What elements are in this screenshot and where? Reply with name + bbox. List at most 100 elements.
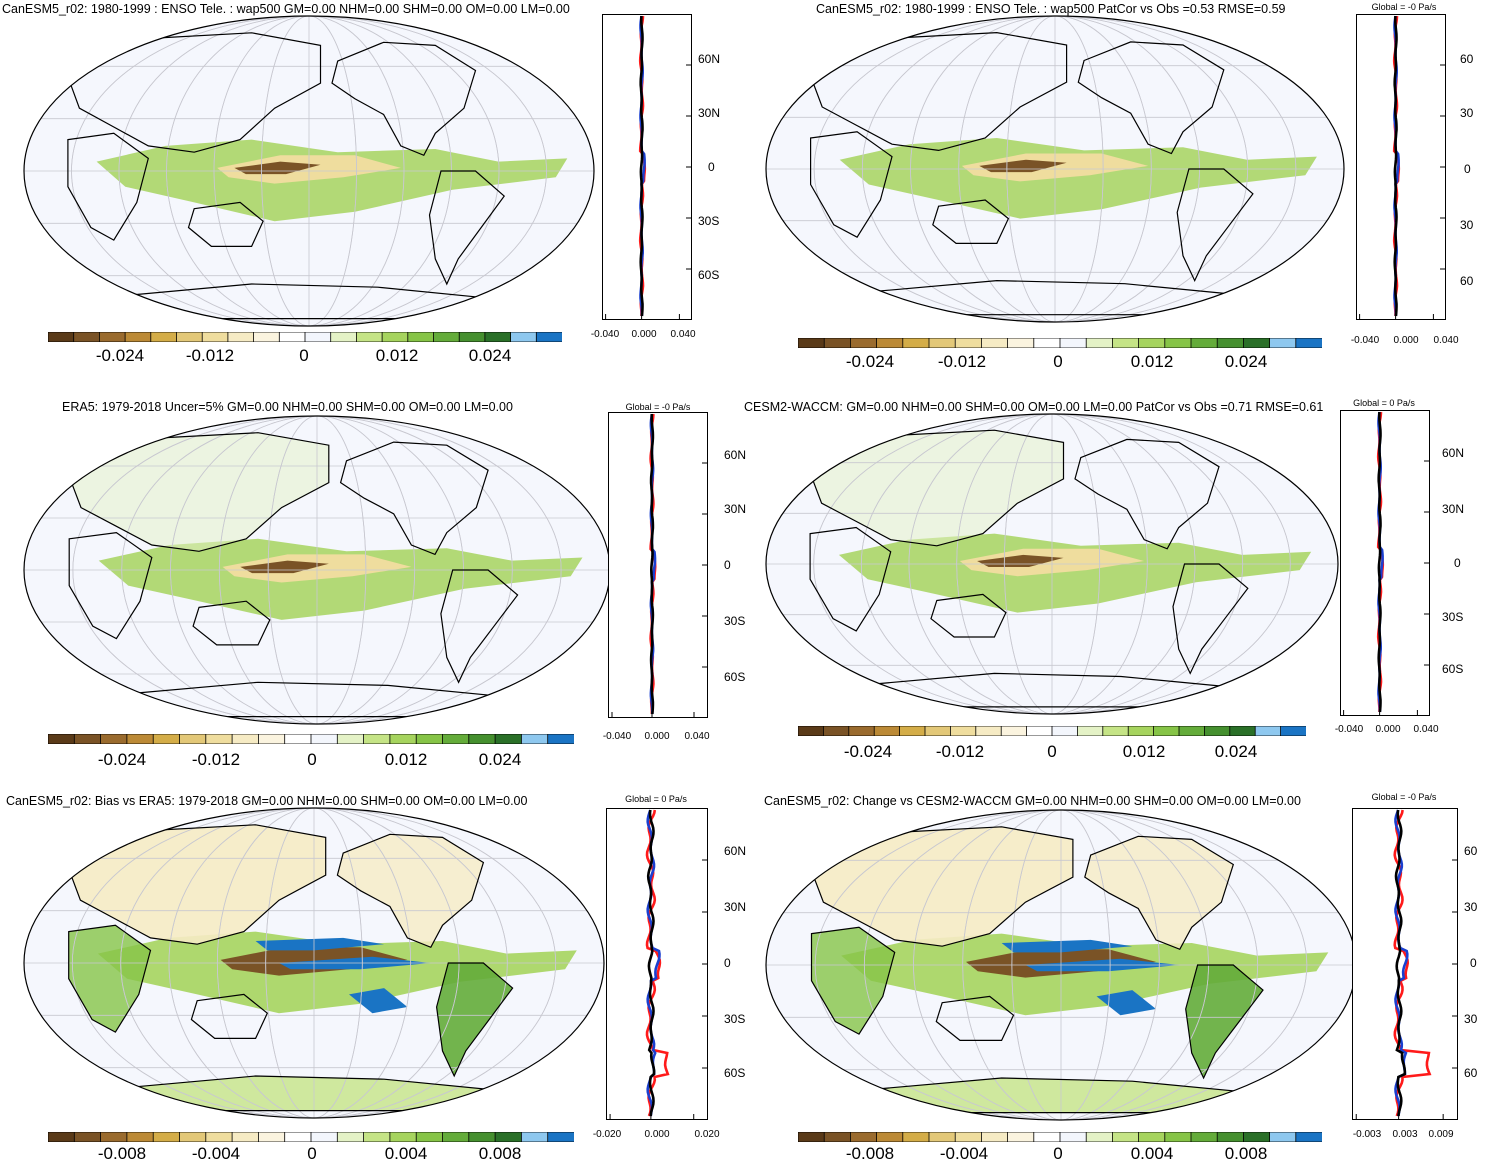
coastline [1077, 41, 1225, 155]
graticule-lon [71, 16, 547, 326]
field-region [810, 430, 1064, 546]
colorbar-swatch [48, 1132, 76, 1142]
colorbar-swatch [850, 338, 878, 348]
world-map [23, 415, 611, 725]
zonal-mean-plot [1340, 410, 1430, 716]
colorbar-swatch [1085, 1132, 1114, 1142]
lat-label: 0 [1470, 956, 1477, 970]
field-region [68, 824, 326, 945]
x-tick-label: 0.000 [644, 731, 670, 742]
panel-title: CanESM5_r02: Change vs CESM2-WACCM GM=0.… [764, 794, 1301, 808]
lat-label: 30 [1460, 106, 1474, 120]
coastline [67, 132, 149, 241]
coastline [810, 826, 1074, 947]
colorbar-swatch [336, 734, 365, 744]
colorbar-swatch [928, 1132, 957, 1142]
zonal-mean-plot [606, 808, 708, 1120]
world-map [23, 807, 605, 1119]
colorbar-swatch [407, 332, 435, 342]
colorbar-swatch [433, 332, 461, 342]
zonal-frame [1340, 410, 1430, 716]
field-region [811, 927, 895, 1035]
zonal-line-global [639, 15, 644, 317]
colorbar-swatch [1190, 338, 1219, 348]
coastline [809, 526, 892, 632]
colorbar-swatch [535, 332, 562, 342]
colorbar-swatch [1059, 338, 1088, 348]
colorbar-swatch [822, 726, 850, 736]
colorbar-swatch [1085, 338, 1114, 348]
colorbar-swatch [205, 1132, 234, 1142]
colorbar-swatch [205, 734, 234, 744]
colorbar-label: -0.012 [191, 750, 241, 769]
colorbar-swatch [1229, 726, 1257, 736]
panel-title: CanESM5_r02: 1980-1999 : ENSO Tele. : wa… [816, 2, 1286, 16]
colorbar-swatch [1007, 338, 1035, 348]
field-region [69, 432, 329, 552]
colorbar-swatch [1280, 726, 1306, 736]
colorbar-swatch [1111, 338, 1140, 348]
x-tick-label: 0.009 [1428, 1129, 1454, 1140]
graticule-lon [956, 414, 1148, 714]
colorbar-swatch [48, 734, 76, 744]
coastline [810, 926, 896, 1035]
colorbar-label: -0.012 [935, 742, 985, 761]
colorbar-swatch [1295, 338, 1322, 348]
lat-label: 30 [1464, 1012, 1478, 1026]
colorbar-swatch [179, 1132, 207, 1142]
lat-label: 60S [724, 670, 746, 684]
colorbar-label: -0.008 [845, 1144, 895, 1163]
coastline [1185, 964, 1264, 1080]
colorbar [48, 1132, 574, 1142]
colorbar-swatch [1026, 726, 1053, 736]
graticule-lon [863, 810, 1259, 1120]
zonal-title: Global = -0 Pa/s [625, 402, 691, 412]
colorbar-swatch [126, 734, 155, 744]
colorbar-swatch [876, 338, 904, 348]
colorbar-swatch [442, 734, 470, 744]
colorbar-swatch [152, 734, 181, 744]
lat-label: 60N [1442, 446, 1465, 460]
colorbar [48, 734, 574, 744]
coastline [930, 593, 1007, 638]
colorbar-swatch [510, 332, 538, 342]
lat-label: 60 [1460, 274, 1474, 288]
colorbar-swatch [179, 734, 207, 744]
x-tick-label: 0.000 [1393, 335, 1419, 346]
lat-label: 30 [1460, 218, 1474, 232]
colorbar-swatch [954, 338, 983, 348]
colorbar [798, 1132, 1322, 1142]
coastline [187, 201, 264, 247]
colorbar-label: -0.024 [95, 346, 145, 365]
lat-label: 0 [724, 558, 731, 572]
colorbar-label: 0.012 [384, 750, 428, 769]
zonal-frame [608, 412, 708, 718]
map-border [765, 15, 1345, 323]
colorbar-swatch [1242, 1132, 1271, 1142]
zonal-line-ocean [1393, 809, 1432, 1117]
colorbar-label: -0.012 [185, 346, 235, 365]
colorbar-swatch [1138, 338, 1166, 348]
graticule-lon [860, 414, 1244, 714]
colorbar-swatch [1059, 1132, 1088, 1142]
field-region [1084, 836, 1234, 950]
field-region [68, 925, 151, 1033]
colorbar-swatch [336, 1132, 365, 1142]
colorbar-swatch [823, 1132, 852, 1142]
field-region [1096, 990, 1156, 1016]
graticule-lon [218, 416, 416, 724]
colorbar-swatch [152, 1132, 181, 1142]
field-region [1001, 939, 1133, 953]
x-tick-label: 0.003 [1392, 1129, 1418, 1140]
map-border [23, 15, 595, 327]
colorbar-label: 0.012 [375, 346, 419, 365]
colorbar-swatch [227, 332, 255, 342]
lat-label: 60S [698, 268, 720, 282]
x-tick-label: 0.000 [1375, 724, 1401, 735]
field-region [1185, 965, 1263, 1078]
colorbar-label: 0 [299, 346, 309, 365]
colorbar-swatch [1111, 1132, 1140, 1142]
colorbar-label: 0.024 [478, 750, 522, 769]
colorbar-label: 0.004 [1130, 1144, 1174, 1163]
x-tick-label: -0.040 [602, 731, 632, 742]
